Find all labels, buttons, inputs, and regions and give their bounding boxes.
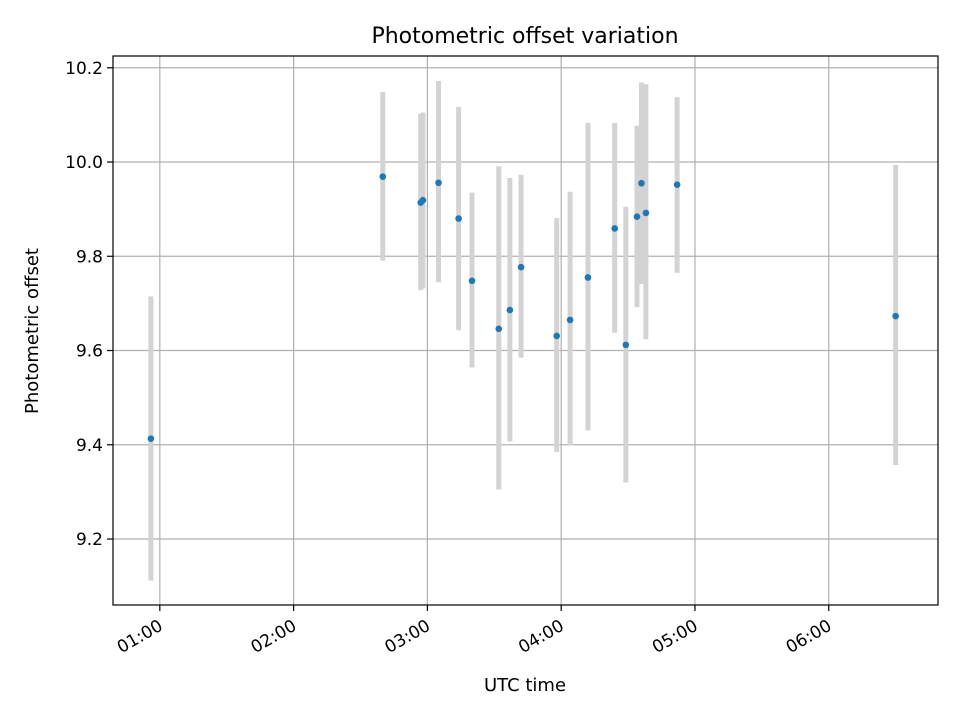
y-tick-label: 9.6 xyxy=(76,342,103,362)
data-point xyxy=(892,312,899,320)
y-tick-label: 9.4 xyxy=(76,436,103,456)
x-axis-label: UTC time xyxy=(484,675,566,696)
y-tick-label: 9.2 xyxy=(76,530,103,550)
data-point xyxy=(379,173,387,180)
data-point xyxy=(566,316,574,324)
y-tick-label: 10.2 xyxy=(65,59,103,79)
data-point xyxy=(495,325,503,333)
data-point xyxy=(638,179,645,187)
data-points xyxy=(147,173,899,442)
y-axis-label: Photometric offset xyxy=(22,248,43,414)
data-point xyxy=(506,306,514,314)
data-point xyxy=(517,263,525,271)
data-point xyxy=(435,179,442,187)
y-tick-label: 10.0 xyxy=(65,153,103,173)
data-point xyxy=(622,341,630,349)
data-point xyxy=(584,274,592,281)
y-axis-ticks: 9.2 9.4 9.6 9.8 10.0 10.2 xyxy=(65,59,113,550)
data-point xyxy=(633,213,641,220)
plot-frame xyxy=(112,55,939,606)
data-point xyxy=(642,209,650,217)
chart-title: Photometric offset variation xyxy=(371,24,678,49)
y-tick-label: 9.8 xyxy=(76,247,103,267)
data-point xyxy=(147,435,155,442)
grid xyxy=(113,56,938,605)
data-point xyxy=(455,215,462,222)
data-point xyxy=(553,332,561,340)
data-point xyxy=(419,196,427,204)
data-point xyxy=(673,181,681,188)
data-point xyxy=(611,225,618,232)
data-point xyxy=(468,277,476,285)
